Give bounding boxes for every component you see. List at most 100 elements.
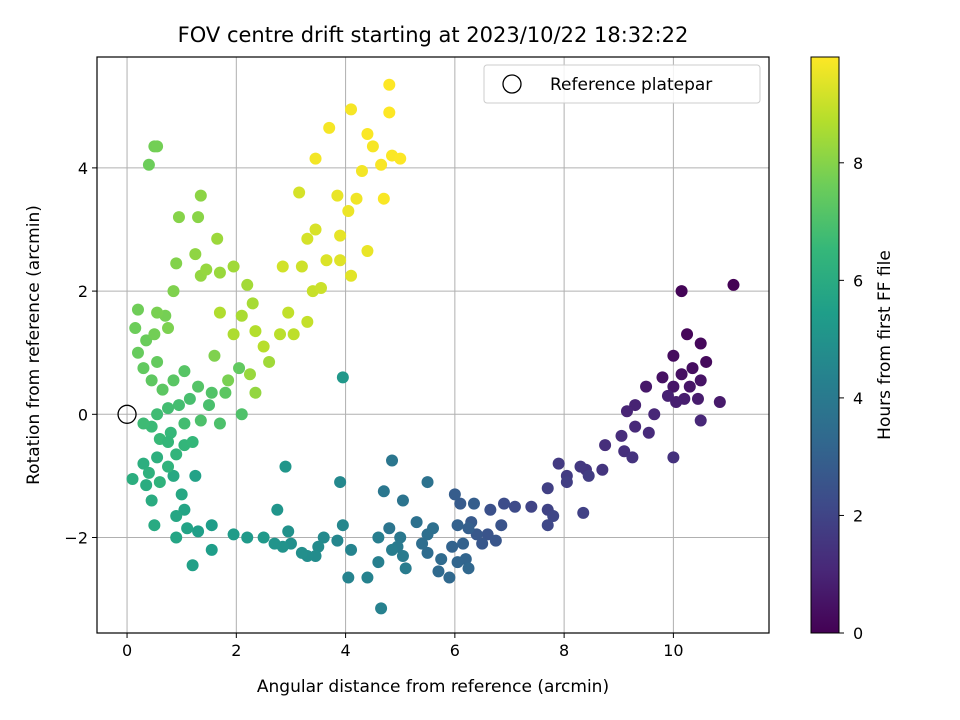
data-point <box>137 362 150 375</box>
colorbar-tick-label: 8 <box>853 154 863 173</box>
data-point <box>301 232 314 245</box>
data-point <box>129 322 142 335</box>
data-point <box>301 315 314 328</box>
data-point <box>582 469 595 482</box>
data-point <box>670 395 683 408</box>
y-tick-label: 4 <box>78 159 88 178</box>
data-point <box>421 476 434 489</box>
data-point <box>227 328 240 341</box>
data-point <box>547 509 560 522</box>
data-point <box>227 260 240 273</box>
data-point <box>241 531 254 544</box>
data-point <box>386 543 399 556</box>
data-point <box>203 399 215 412</box>
colorbar <box>810 56 840 634</box>
data-point <box>336 519 349 532</box>
data-point <box>194 414 207 427</box>
data-point <box>355 164 368 177</box>
data-point <box>293 186 306 199</box>
data-point <box>170 257 183 270</box>
data-point <box>345 269 358 282</box>
x-tick-label: 10 <box>663 641 683 660</box>
data-point <box>331 534 344 547</box>
data-point <box>377 485 390 498</box>
data-point <box>151 451 164 464</box>
data-point <box>172 211 185 224</box>
data-point <box>170 448 183 461</box>
chart-title: FOV centre drift starting at 2023/10/22 … <box>178 23 689 47</box>
data-point <box>137 417 150 430</box>
data-point <box>541 482 554 495</box>
y-axis-label: Rotation from reference (arcmin) <box>24 205 44 485</box>
data-point <box>396 494 409 507</box>
data-point <box>263 355 276 368</box>
data-point <box>700 355 713 368</box>
data-point <box>167 285 180 298</box>
data-point <box>148 519 161 532</box>
data-point <box>222 374 235 387</box>
data-point <box>396 549 409 562</box>
data-point <box>361 245 374 258</box>
data-point <box>470 528 483 541</box>
data-point <box>410 516 423 529</box>
data-point <box>178 365 191 378</box>
data-point <box>675 368 688 381</box>
x-axis-ticks: 0 2 4 6 8 10 <box>122 633 684 660</box>
data-point <box>170 531 183 544</box>
data-point <box>142 466 155 479</box>
data-point <box>131 303 144 316</box>
data-point <box>183 392 196 405</box>
data-point <box>508 500 521 513</box>
data-point <box>164 426 177 439</box>
data-point <box>620 405 633 418</box>
data-point <box>656 371 669 384</box>
data-point <box>145 494 158 507</box>
data-point <box>151 355 164 368</box>
data-point <box>309 152 322 165</box>
legend-label-reference: Reference platepar <box>550 75 712 95</box>
data-point <box>170 509 183 522</box>
data-point <box>295 260 308 273</box>
data-point <box>315 282 327 295</box>
data-point <box>484 503 497 516</box>
data-point <box>162 436 175 449</box>
data-point <box>126 472 139 485</box>
x-tick-label: 2 <box>231 641 241 660</box>
data-point <box>675 285 688 298</box>
data-point <box>377 192 390 205</box>
data-point <box>361 128 374 141</box>
data-point <box>192 525 205 538</box>
data-point <box>246 297 259 310</box>
data-point <box>213 306 226 319</box>
x-tick-label: 8 <box>559 641 569 660</box>
data-point <box>213 266 226 279</box>
data-point <box>205 543 218 556</box>
data-point <box>648 408 661 421</box>
data-point <box>694 414 707 427</box>
data-point <box>432 565 445 578</box>
colorbar-tick-label: 0 <box>853 624 863 643</box>
data-point <box>366 140 379 153</box>
data-point <box>274 328 287 341</box>
data-point <box>481 528 494 541</box>
data-point <box>596 463 609 476</box>
data-point <box>219 386 232 399</box>
data-point <box>618 445 631 458</box>
data-point <box>235 309 248 322</box>
data-point <box>276 260 289 273</box>
data-point <box>462 522 475 535</box>
data-point <box>443 571 456 584</box>
data-point <box>334 229 347 242</box>
colorbar-tick-label: 2 <box>853 506 863 525</box>
points <box>117 78 740 615</box>
data-point <box>178 417 191 430</box>
data-point <box>205 386 218 399</box>
data-point <box>342 571 355 584</box>
data-point <box>427 522 439 535</box>
data-point <box>167 374 180 387</box>
data-point <box>399 562 412 575</box>
data-point <box>137 457 150 470</box>
data-point <box>175 488 188 501</box>
data-point <box>140 479 153 492</box>
data-point <box>192 380 205 393</box>
